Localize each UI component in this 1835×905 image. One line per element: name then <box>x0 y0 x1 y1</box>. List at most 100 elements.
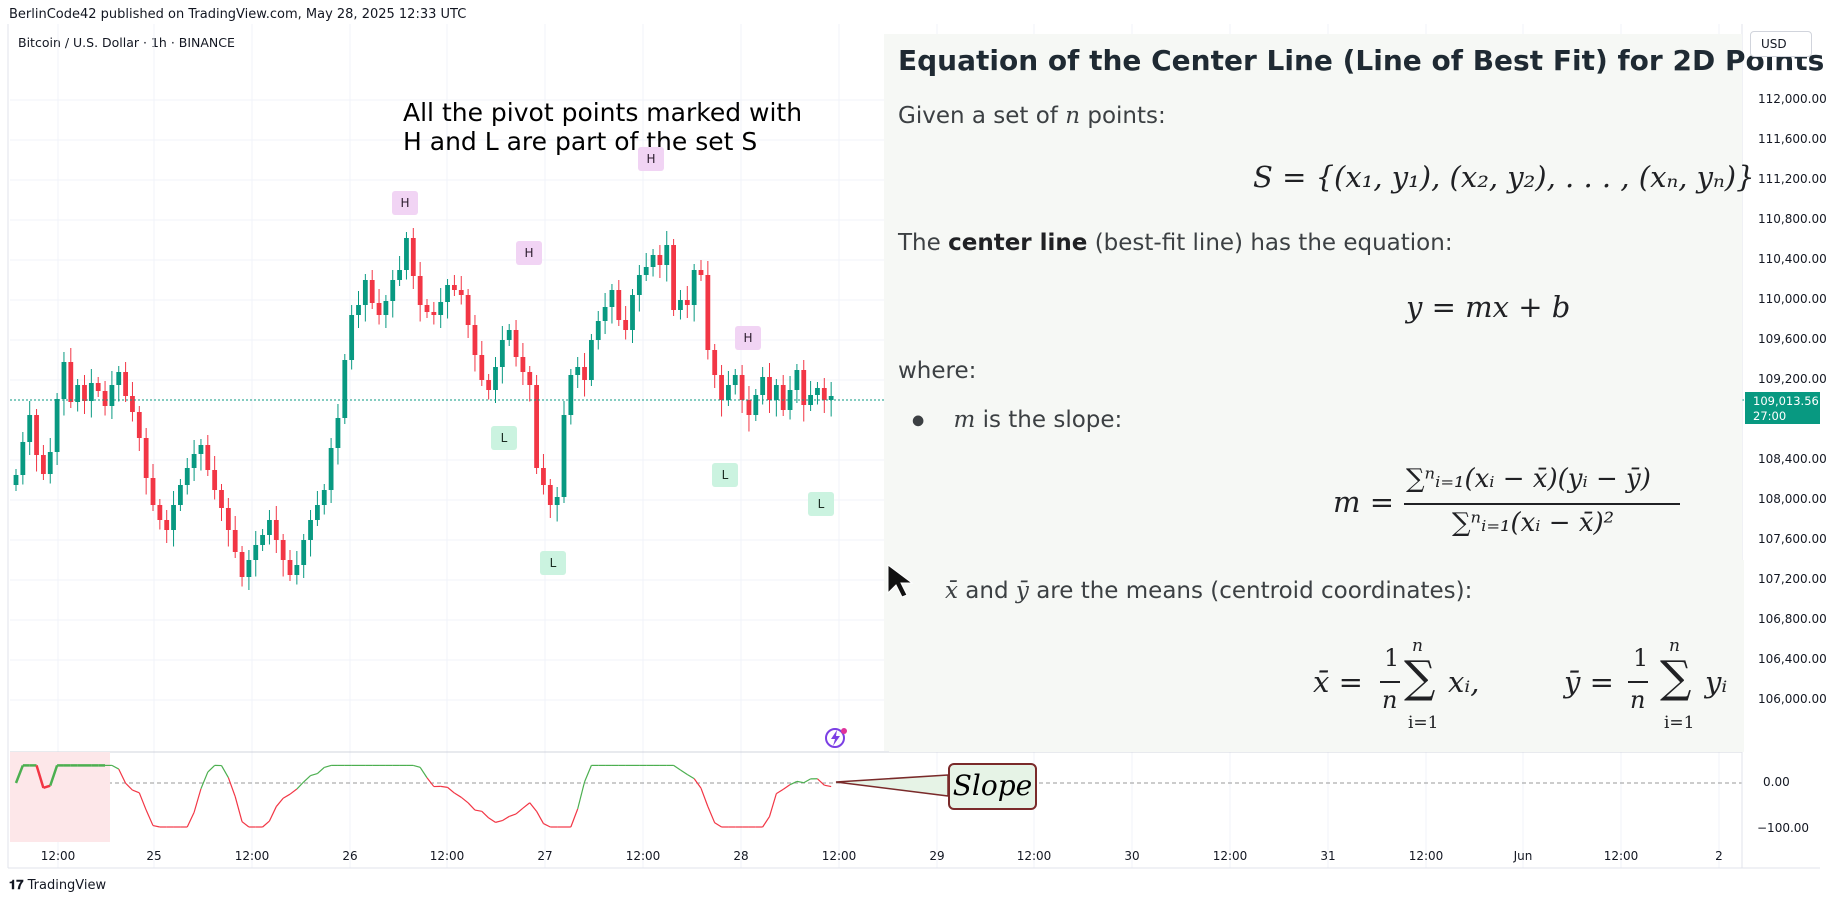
slope-segment <box>316 766 325 775</box>
slope-segment <box>262 820 270 828</box>
slope-segment <box>495 820 503 823</box>
slope-segment <box>419 766 428 779</box>
tradingview-logo[interactable]: 𝟏𝟕 TradingView <box>9 878 106 893</box>
pivot-marker-l: L <box>808 492 834 516</box>
xbar-var: x̄ <box>945 578 958 604</box>
slope-segment <box>782 784 791 790</box>
set-equation: S = {(x₁, y₁), (x₂, y₂), . . . , (xₙ, yₙ… <box>1253 160 1755 194</box>
time-label: 12:00 <box>1016 849 1052 863</box>
candle-body <box>219 490 224 508</box>
annotation-text: All the pivot points marked with H and L… <box>403 98 802 156</box>
symbol-title[interactable]: Bitcoin / U.S. Dollar · 1h · BINANCE <box>18 35 235 50</box>
candle-body <box>369 280 375 303</box>
candle-body <box>321 490 327 505</box>
candle-body <box>773 385 779 400</box>
candle-body <box>534 385 539 468</box>
candle-body <box>225 508 231 530</box>
slope-segment <box>193 788 202 813</box>
price-label: 111,600.00 <box>1758 132 1827 146</box>
candle-body <box>513 330 519 357</box>
slope-segment <box>673 764 681 771</box>
pivot-marker-h: H <box>392 191 418 215</box>
price-label: 106,000.00 <box>1758 692 1827 706</box>
candle-body <box>212 470 218 490</box>
osc-axis-zero: 0.00 <box>1763 775 1790 789</box>
time-label: 28 <box>733 849 749 863</box>
candle-body <box>445 285 450 302</box>
slope-segment <box>234 796 243 822</box>
candle-body <box>815 388 820 395</box>
candle-body <box>636 275 642 295</box>
candle-body <box>595 321 601 340</box>
candle-body <box>575 367 581 375</box>
pivot-marker-l: L <box>540 551 566 575</box>
candle-body <box>157 505 163 520</box>
time-label: 25 <box>146 849 162 863</box>
time-label: 12:00 <box>1603 849 1639 863</box>
candle-body <box>417 276 423 305</box>
indicator-bolt-icon[interactable] <box>822 726 850 750</box>
pivot-marker-h: H <box>735 326 761 350</box>
osc-axis-minus100: −100.00 <box>1757 821 1810 835</box>
ybar-sum-bottom: i=1 <box>1664 713 1695 733</box>
slope-segment <box>714 822 722 828</box>
given-var: n <box>1065 103 1081 129</box>
slope-segment <box>536 811 544 824</box>
price-label: 107,200.00 <box>1758 572 1827 586</box>
candle-body <box>178 485 183 505</box>
slope-segment <box>570 808 579 828</box>
candle-body <box>465 295 471 325</box>
price-label: 110,000.00 <box>1758 292 1827 306</box>
candle-body <box>390 280 396 301</box>
currency-selector[interactable]: USD <box>1750 31 1812 57</box>
annotation-line-1: All the pivot points marked with <box>403 98 803 127</box>
candle-body <box>684 300 690 305</box>
slope-segment <box>145 809 154 826</box>
time-label: 12:00 <box>1408 849 1444 863</box>
candle-body <box>273 520 279 540</box>
candle-body <box>739 375 745 400</box>
tv-logo-text: TradingView <box>27 878 107 893</box>
candle-body <box>294 565 300 575</box>
candle-body <box>61 362 67 399</box>
candle-body <box>794 370 800 390</box>
candle-body <box>47 452 53 474</box>
slope-segment <box>693 778 702 789</box>
xbar-sigma: ∑ <box>1404 652 1436 703</box>
slope-segment <box>125 782 133 791</box>
candle-body <box>404 238 409 270</box>
candle-body <box>349 315 355 360</box>
slope-callout-pointer <box>835 774 949 797</box>
candle-body <box>191 454 197 468</box>
time-label: 12:00 <box>821 849 857 863</box>
time-label: 26 <box>342 849 358 863</box>
candle-body <box>753 395 759 415</box>
ybar-frac-num: 1 <box>1633 644 1649 672</box>
candle-body <box>184 468 190 485</box>
candle-body <box>198 445 204 454</box>
annotation-line-2: H and L are part of the set S <box>403 127 758 156</box>
candle-body <box>356 305 361 315</box>
slope-segment <box>310 773 318 777</box>
slope-desc: is the slope: <box>982 407 1123 433</box>
slope-segment <box>803 778 811 784</box>
slope-segment <box>789 780 798 786</box>
slope-segment <box>686 774 695 780</box>
bar-countdown: 27:00 <box>1753 409 1787 423</box>
candle-body <box>130 396 135 412</box>
candle-body <box>493 367 498 390</box>
slope-segment <box>467 802 476 811</box>
price-label: 107,600.00 <box>1758 532 1827 546</box>
slope-segment <box>454 792 462 798</box>
osc-highlight-zone <box>10 752 110 842</box>
slope-segment <box>111 764 120 770</box>
candle-body <box>253 545 259 560</box>
bullet-slope: ● m is the slope: <box>912 407 1122 433</box>
time-label: 29 <box>929 849 945 863</box>
candle-body <box>205 445 211 470</box>
pivot-marker-h: H <box>516 241 542 265</box>
xbar-lhs: x̄ = <box>1313 665 1363 699</box>
pivot-marker-l: L <box>491 426 517 450</box>
candle-body <box>376 303 382 315</box>
